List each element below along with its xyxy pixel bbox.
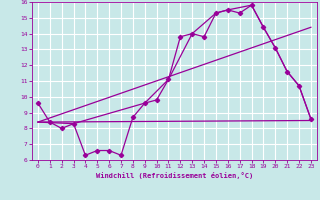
X-axis label: Windchill (Refroidissement éolien,°C): Windchill (Refroidissement éolien,°C) [96,172,253,179]
